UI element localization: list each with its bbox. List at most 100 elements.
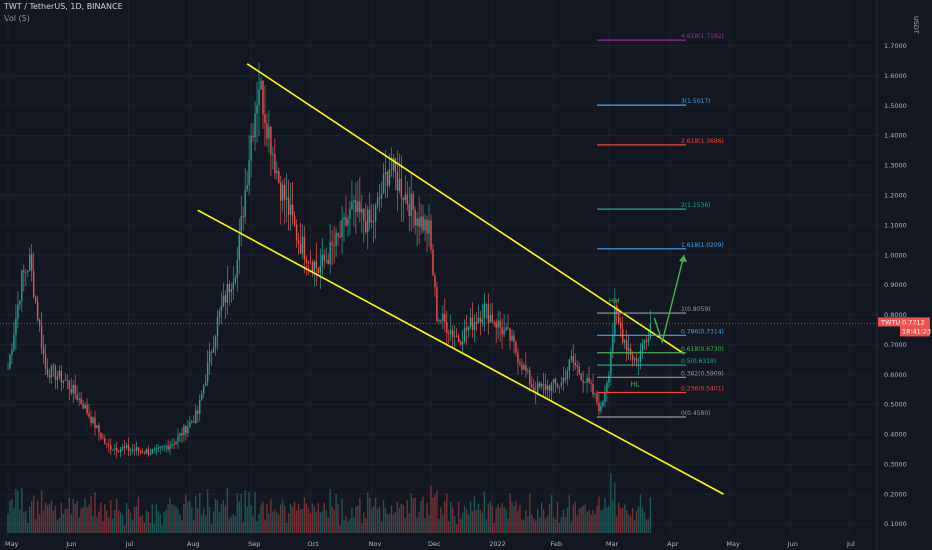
volume-bar bbox=[204, 515, 207, 533]
volume-bar bbox=[280, 504, 282, 533]
candle-body bbox=[572, 355, 574, 363]
candle-body bbox=[495, 323, 497, 328]
candle-body bbox=[92, 417, 94, 423]
volume-bar bbox=[347, 521, 349, 533]
volume-bar bbox=[119, 512, 122, 533]
volume-bar bbox=[592, 509, 594, 533]
volume-bar bbox=[202, 508, 205, 533]
volume-bar bbox=[467, 514, 470, 533]
candle-body bbox=[153, 449, 155, 450]
volume-bar bbox=[199, 492, 201, 533]
candle-body bbox=[78, 398, 80, 400]
volume-bar bbox=[633, 520, 636, 533]
candle-body bbox=[582, 380, 584, 383]
volume-bar bbox=[459, 518, 462, 533]
candle-body bbox=[442, 314, 444, 321]
volume-bar bbox=[574, 501, 576, 533]
volume-bar bbox=[538, 517, 541, 533]
current-price-tag: TWTUSDT 0.7712 18:41:23 bbox=[878, 317, 931, 337]
projection-path[interactable] bbox=[653, 254, 687, 345]
fib-level-label: 0.236(0.5401) bbox=[681, 385, 724, 392]
candle-body bbox=[212, 347, 215, 353]
descending-channel[interactable] bbox=[197, 63, 724, 495]
candle-body bbox=[554, 379, 557, 384]
volume-bar bbox=[420, 500, 422, 533]
volume-bar bbox=[282, 499, 284, 533]
volume-bar bbox=[94, 492, 96, 533]
volume-bar bbox=[481, 512, 484, 533]
volume-bar bbox=[242, 522, 244, 533]
candle-body bbox=[311, 262, 314, 273]
volume-bar bbox=[21, 488, 23, 533]
volume-bar bbox=[507, 518, 509, 533]
volume-bar bbox=[90, 496, 92, 533]
volume-bar bbox=[602, 509, 604, 533]
candle-body bbox=[46, 368, 49, 375]
candle-body bbox=[327, 259, 329, 265]
candle-body bbox=[376, 197, 379, 206]
candle-body bbox=[15, 318, 17, 335]
candle-body bbox=[463, 327, 466, 342]
volume-bar bbox=[558, 523, 561, 533]
volume-bar bbox=[540, 502, 543, 533]
volume-bar bbox=[527, 516, 529, 533]
candle-body bbox=[588, 377, 590, 384]
volume-indicator-label[interactable]: Vol (5) bbox=[4, 14, 30, 23]
volume-bar bbox=[505, 509, 507, 533]
volume-bar bbox=[645, 519, 648, 533]
volume-bar bbox=[380, 521, 383, 533]
volume-bar bbox=[450, 501, 452, 533]
volume-bar bbox=[82, 507, 84, 533]
candle-body bbox=[353, 200, 355, 203]
channel-line-lower[interactable] bbox=[197, 209, 724, 495]
volume-bar bbox=[495, 507, 497, 533]
candle-body bbox=[121, 446, 124, 449]
volume-bar bbox=[56, 520, 59, 533]
volume-bar bbox=[121, 515, 124, 533]
volume-bar bbox=[9, 500, 11, 533]
candle-body bbox=[390, 169, 393, 171]
volume-bar bbox=[331, 506, 333, 533]
volume-bar bbox=[499, 507, 501, 533]
candle-body bbox=[452, 330, 454, 337]
volume-bar bbox=[438, 518, 440, 533]
candle-body bbox=[487, 304, 489, 323]
candle-body bbox=[475, 322, 478, 324]
candle-body bbox=[278, 171, 280, 183]
candle-body bbox=[13, 334, 15, 350]
volume-bar bbox=[408, 512, 410, 533]
symbol-title[interactable]: TWT / TetherUS, 1D, BINANCE bbox=[4, 2, 123, 11]
volume-bar bbox=[588, 509, 590, 533]
volume-bar bbox=[131, 519, 134, 533]
volume-bar bbox=[398, 507, 401, 533]
candle-body bbox=[556, 383, 559, 387]
volume-bar bbox=[432, 497, 434, 533]
candle-body bbox=[408, 204, 410, 217]
volume-bar bbox=[250, 505, 252, 533]
candle-body bbox=[246, 185, 248, 190]
candle-body bbox=[295, 224, 298, 241]
candle-body bbox=[9, 354, 11, 369]
time-axis[interactable]: May Jun Jul Aug Sep Oct Nov Dec 2022 Feb Mar Apr May… bbox=[5, 540, 855, 548]
volume-bar bbox=[311, 503, 314, 533]
volume-bar bbox=[511, 502, 513, 533]
projection-arrow[interactable] bbox=[653, 254, 685, 345]
volume-bar bbox=[369, 498, 371, 533]
candle-body bbox=[598, 402, 600, 412]
candle-body bbox=[258, 89, 260, 106]
candle-body bbox=[372, 221, 375, 222]
candle-body bbox=[436, 287, 438, 321]
candle-body bbox=[193, 421, 195, 423]
channel-line-upper[interactable] bbox=[246, 63, 685, 355]
fib-extension[interactable]: 4.618(1.7192) 3(1.5017) 2.618(1.3686) 2(1.1… bbox=[597, 33, 724, 418]
time-tick-label: Oct bbox=[307, 540, 319, 548]
volume-bar bbox=[485, 519, 488, 533]
candle-body bbox=[34, 296, 37, 302]
volume-bar bbox=[224, 505, 227, 533]
candle-body bbox=[614, 305, 616, 336]
price-axis[interactable]: 0.1000 0.2000 0.3000 0.4000 0.5000 0.6000 0.70… bbox=[876, 0, 932, 550]
candle-body bbox=[224, 295, 227, 303]
candle-body bbox=[125, 445, 128, 448]
volume-bar bbox=[388, 514, 391, 533]
